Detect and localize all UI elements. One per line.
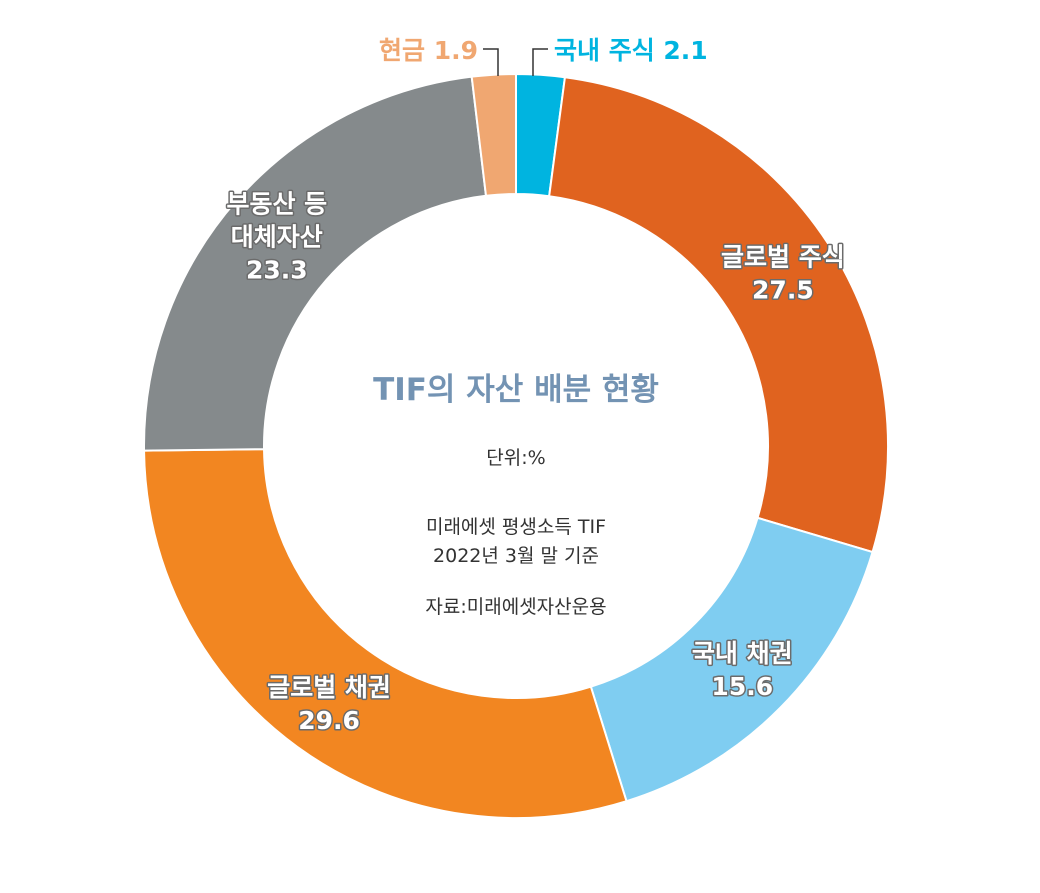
slice-label-2-line-0: 국내 채권 xyxy=(692,639,793,668)
donut-segments xyxy=(143,72,889,819)
unit-label: 단위:% xyxy=(486,447,545,469)
slice-label-0: 국내 주식 2.1 xyxy=(554,36,708,65)
slice-label-4-line-0: 부동산 등 xyxy=(226,189,327,218)
note-line-2: 2022년 3월 말 기준 xyxy=(433,545,599,567)
slice-value-4: 23.3 xyxy=(246,255,308,284)
leader-lines xyxy=(483,48,548,76)
slice-label-3-line-0: 글로벌 채권 xyxy=(267,673,391,702)
slice-label-1-line-0: 글로벌 주식 xyxy=(721,243,845,272)
slice-label-5: 현금 1.9 xyxy=(379,36,478,65)
chart-title: TIF의 자산 배분 현황 xyxy=(373,372,659,408)
slice-value-3: 29.6 xyxy=(298,706,360,735)
slice-value-1: 27.5 xyxy=(752,276,814,305)
slice-label-4-line-1: 대체자산 xyxy=(231,222,323,251)
leader-line-0 xyxy=(532,48,548,76)
slice-labels: 국내 주식 2.1 글로벌 주식 27.5 국내 채권 15.6 글로벌 채권 29.6 부동… xyxy=(225,36,846,736)
source-note: 자료:미래에셋자산운용 xyxy=(425,596,606,618)
donut-slice-5 xyxy=(470,72,517,197)
note-line-1: 미래에셋 평생소득 TIF xyxy=(426,516,606,538)
donut-slice-3 xyxy=(143,448,628,819)
leader-line-5 xyxy=(483,48,499,76)
donut-slice-4 xyxy=(143,75,488,452)
slice-value-2: 15.6 xyxy=(711,672,773,701)
donut-slice-1 xyxy=(548,76,889,554)
